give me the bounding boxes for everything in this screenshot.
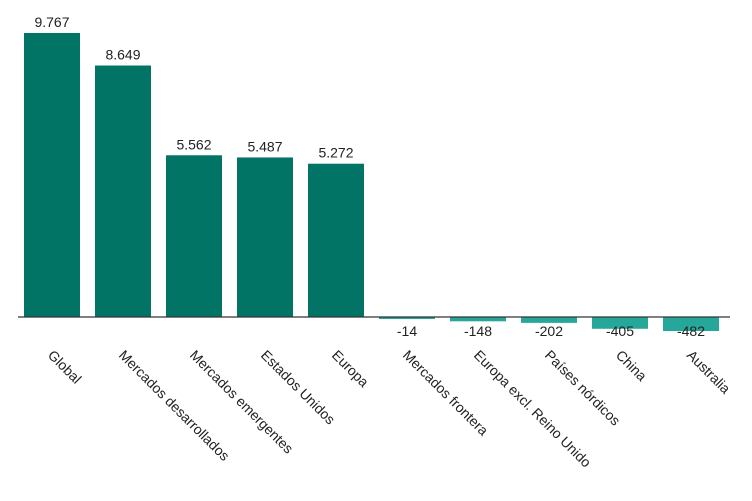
bar-0 — [24, 33, 80, 317]
value-labels-group: 9.767 8.649 5.562 5.487 5.272 -14 -148 -202 -405… — [34, 14, 705, 339]
bar-7 — [521, 317, 577, 323]
category-label-7: Países nórdicos — [542, 347, 624, 429]
value-label-6: -148 — [464, 323, 492, 339]
value-label-9: -482 — [677, 323, 705, 339]
bar-8 — [592, 317, 648, 329]
category-label-8: China — [613, 347, 650, 384]
value-label-1: 8.649 — [105, 47, 140, 63]
bar-6 — [450, 317, 506, 322]
bars-group — [24, 33, 719, 332]
category-label-6: Europa excl. Reino Unido — [471, 347, 595, 471]
category-label-0: Global — [45, 347, 85, 387]
value-label-3: 5.487 — [247, 138, 282, 154]
bar-3 — [237, 157, 293, 317]
category-label-4: Europa — [329, 347, 372, 390]
category-label-9: Australia — [684, 347, 734, 397]
bar-1 — [95, 65, 151, 317]
bar-2 — [166, 155, 222, 317]
value-label-4: 5.272 — [318, 145, 353, 161]
value-label-5: -14 — [397, 323, 417, 339]
bar-5 — [379, 317, 435, 319]
value-label-2: 5.562 — [176, 136, 211, 152]
value-label-0: 9.767 — [34, 14, 69, 30]
bar-4 — [308, 163, 364, 317]
value-label-8: -405 — [606, 323, 634, 339]
value-label-7: -202 — [535, 323, 563, 339]
bar-9 — [663, 317, 719, 332]
category-label-3: Estados Unidos — [258, 347, 339, 428]
